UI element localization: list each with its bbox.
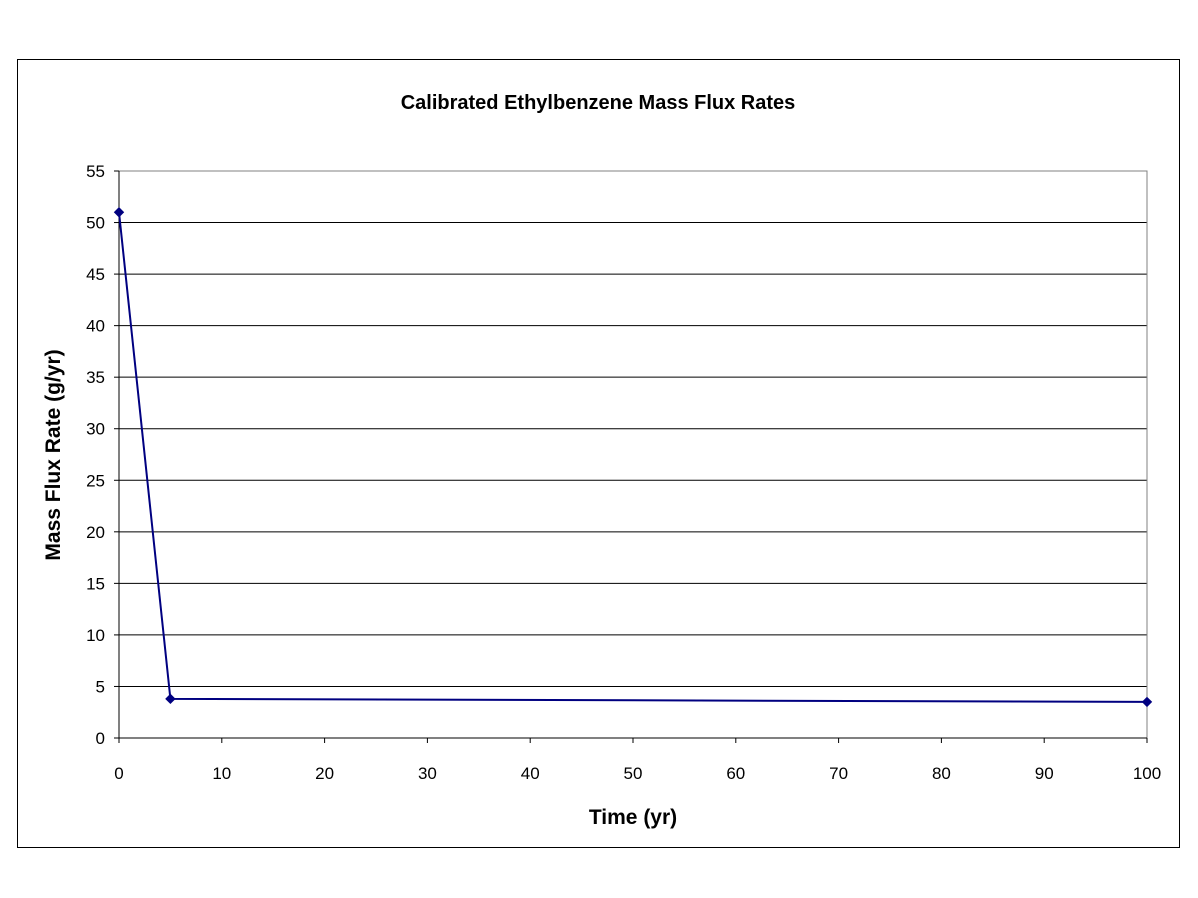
chart-title: Calibrated Ethylbenzene Mass Flux Rates	[401, 92, 796, 114]
y-tick-label: 25	[86, 471, 105, 490]
y-tick-label: 35	[86, 368, 105, 387]
x-tick-label: 70	[829, 764, 848, 783]
grid-lines	[119, 170, 1147, 687]
chart-frame	[17, 59, 1180, 848]
plot-area	[118, 170, 1148, 739]
x-tick-label: 40	[521, 764, 540, 783]
data-point	[165, 693, 176, 705]
x-axis-title: Time (yr)	[589, 806, 677, 829]
x-tick-labels: 0 10 20 30 40 50 60 70 80 90 100	[114, 764, 1161, 783]
y-axis-title: Mass Flux Rate (g/yr)	[42, 349, 65, 560]
x-tick-label: 20	[315, 764, 334, 783]
y-tick-label: 0	[96, 729, 105, 748]
y-tick-label: 40	[86, 317, 105, 336]
x-tick-label: 50	[624, 764, 643, 783]
y-tick-label: 5	[96, 677, 105, 696]
x-tick-label: 30	[418, 764, 437, 783]
data-point	[113, 207, 125, 218]
series-line-0	[118, 212, 1148, 703]
x-tick-label: 100	[1133, 764, 1161, 783]
x-tick-label: 80	[932, 764, 951, 783]
y-tick-label: 10	[86, 626, 105, 645]
y-tick-label: 20	[86, 523, 105, 542]
axes	[114, 170, 1148, 743]
y-tick-labels: 0 5 10 15 20 25 30 35 40 45 50 55	[86, 162, 105, 748]
y-tick-label: 15	[86, 574, 105, 593]
series-layer	[113, 207, 1153, 708]
y-tick-label: 55	[86, 162, 105, 181]
y-tick-label: 30	[86, 420, 105, 439]
y-tick-label: 50	[86, 214, 105, 233]
x-tick-label: 90	[1035, 764, 1054, 783]
x-tick-label: 10	[212, 764, 231, 783]
y-tick-label: 45	[86, 265, 105, 284]
x-tick-label: 0	[114, 764, 123, 783]
x-tick-label: 60	[726, 764, 745, 783]
data-point	[1141, 696, 1153, 708]
